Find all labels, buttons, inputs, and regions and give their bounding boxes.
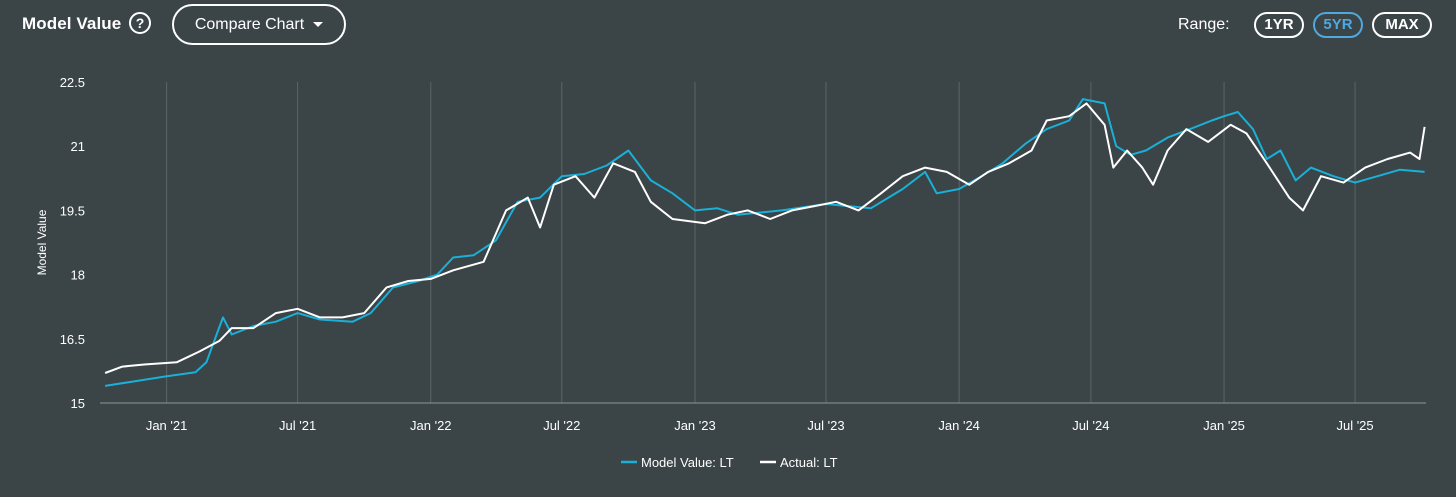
x-tick-label: Jul '21 [279, 418, 316, 433]
y-axis-label: Model Value [35, 209, 49, 275]
y-tick-label: 19.5 [60, 203, 85, 218]
help-icon[interactable]: ? [129, 12, 151, 34]
compare-chart-label: Compare Chart [194, 15, 305, 33]
y-tick-label: 21 [71, 139, 85, 154]
range-1yr-button[interactable]: 1YR [1254, 12, 1304, 38]
y-tick-label: 18 [71, 268, 85, 283]
page-title: Model Value [22, 14, 122, 33]
chart-legend: Model Value: LT Actual: LT [621, 455, 838, 470]
chart-header: Model Value ? Compare Chart Range: 1YR 5… [0, 0, 1456, 50]
range-label: Range: [1178, 16, 1230, 33]
y-tick-label: 16.5 [60, 332, 85, 347]
actual-line [104, 102, 1426, 374]
x-tick-label: Jul '23 [807, 418, 844, 433]
y-tick-label: 15 [71, 396, 85, 411]
model-value-line [104, 98, 1425, 387]
x-tick-label: Jan '21 [146, 418, 188, 433]
y-axis-ticks: 15 16.5 18 19.5 21 22.5 [60, 75, 85, 411]
x-tick-label: Jul '24 [1072, 418, 1109, 433]
x-axis-ticks: Jan '21 Jul '21 Jan '22 Jul '22 Jan '23 Jul '… [146, 418, 1374, 433]
chevron-down-icon [313, 22, 324, 27]
x-tick-label: Jan '23 [674, 418, 716, 433]
x-tick-label: Jul '22 [543, 418, 580, 433]
x-tick-label: Jan '25 [1203, 418, 1245, 433]
compare-chart-dropdown[interactable]: Compare Chart [172, 4, 346, 45]
range-max-button[interactable]: MAX [1372, 12, 1432, 38]
chart-grid [166, 82, 1356, 403]
legend-label: Actual: LT [780, 455, 838, 470]
legend-label: Model Value: LT [641, 455, 734, 470]
y-tick-label: 22.5 [60, 75, 85, 90]
x-tick-label: Jan '22 [410, 418, 452, 433]
x-tick-label: Jul '25 [1336, 418, 1373, 433]
range-5yr-button[interactable]: 5YR [1313, 12, 1363, 38]
series-layer [104, 98, 1426, 387]
x-tick-label: Jan '24 [938, 418, 980, 433]
